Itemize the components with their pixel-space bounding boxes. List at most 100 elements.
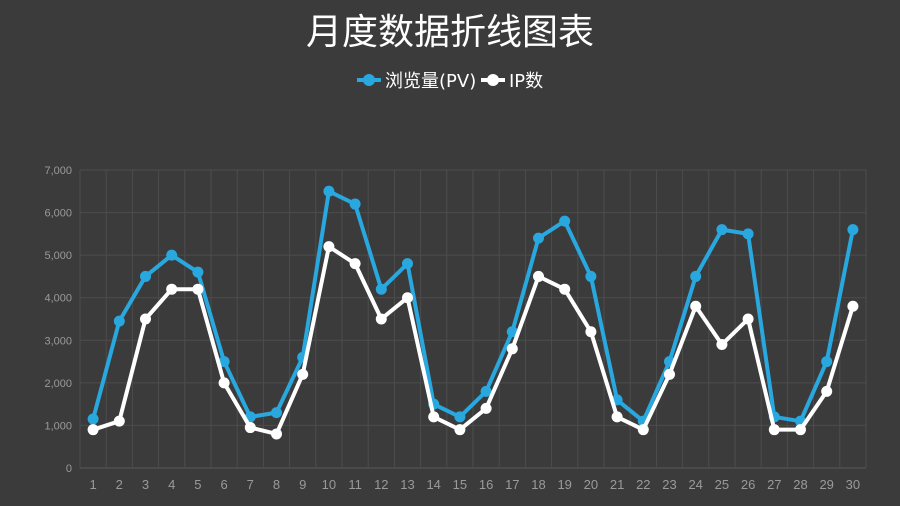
x-tick-label: 5 [194,477,201,492]
data-point[interactable] [821,385,833,397]
x-tick-label: 10 [322,477,336,492]
x-tick-label: 14 [426,477,440,492]
x-tick-label: 25 [715,477,729,492]
x-tick-label: 9 [299,477,306,492]
y-tick-label: 3,000 [44,335,72,347]
series-layer [87,185,859,440]
series-ip [87,241,859,440]
x-tick-label: 4 [168,477,175,492]
data-point[interactable] [454,424,466,436]
data-point[interactable] [847,224,859,236]
data-point[interactable] [349,198,361,210]
data-point[interactable] [637,424,649,436]
data-point[interactable] [166,249,178,261]
data-point[interactable] [271,407,282,419]
x-tick-label: 23 [662,477,676,492]
data-point[interactable] [768,424,780,436]
x-tick-label: 22 [636,477,650,492]
data-point[interactable] [690,300,702,312]
data-point[interactable] [87,424,99,436]
x-tick-label: 29 [819,477,833,492]
data-point[interactable] [87,413,99,425]
data-point[interactable] [559,215,571,227]
data-point[interactable] [664,368,675,380]
data-point[interactable] [480,402,492,414]
data-point[interactable] [271,428,282,440]
legend-marker-icon [363,74,375,86]
data-point[interactable] [454,411,466,423]
x-tick-label: 8 [273,477,280,492]
data-point[interactable] [690,270,702,282]
data-point[interactable] [402,258,413,270]
x-tick-label: 3 [142,477,149,492]
x-tick-label: 11 [348,477,362,492]
data-point[interactable] [140,313,151,325]
data-point[interactable] [244,422,256,434]
data-point[interactable] [611,411,623,423]
data-point[interactable] [375,283,387,295]
data-point[interactable] [375,313,387,325]
y-tick-label: 6,000 [44,208,72,220]
data-point[interactable] [585,326,597,338]
data-point[interactable] [533,270,544,282]
data-point[interactable] [585,270,597,282]
data-point[interactable] [113,415,125,427]
legend-marker-icon [487,74,499,86]
data-point[interactable] [821,356,833,368]
data-point[interactable] [166,283,178,295]
x-tick-label: 28 [793,477,807,492]
data-point[interactable] [506,343,518,355]
data-point[interactable] [140,270,151,282]
data-point[interactable] [349,258,361,270]
x-tick-label: 19 [557,477,571,492]
x-tick-label: 24 [688,477,702,492]
data-point[interactable] [402,292,413,304]
data-point[interactable] [847,300,859,312]
data-point[interactable] [742,228,754,240]
x-tick-label: 30 [846,477,860,492]
y-tick-label: 0 [66,463,72,475]
x-tick-label: 6 [220,477,227,492]
data-point[interactable] [742,313,754,325]
series-pv [87,185,859,427]
x-tick-label: 27 [767,477,781,492]
x-tick-label: 18 [531,477,545,492]
data-point[interactable] [716,224,728,236]
data-point[interactable] [192,266,204,278]
x-tick-label: 1 [89,477,96,492]
data-point[interactable] [218,377,230,389]
data-point[interactable] [795,424,806,436]
x-tick-label: 17 [505,477,519,492]
x-tick-label: 26 [741,477,755,492]
x-tick-label: 15 [453,477,467,492]
data-point[interactable] [480,385,492,397]
data-point[interactable] [113,315,125,327]
series-line [92,244,855,436]
data-point[interactable] [428,411,440,423]
x-tick-label: 20 [584,477,598,492]
data-point[interactable] [323,241,335,253]
y-tick-label: 7,000 [44,165,72,177]
legend-item-pv[interactable]: 浏览量(PV) [357,71,476,92]
data-point[interactable] [716,339,728,351]
data-point[interactable] [506,326,518,338]
x-tick-label: 16 [479,477,493,492]
legend-label: 浏览量(PV) [385,71,476,92]
y-tick-label: 4,000 [44,293,72,305]
data-point[interactable] [533,232,544,244]
data-point[interactable] [192,283,204,295]
data-point[interactable] [323,185,335,197]
chart-title: 月度数据折线图表 [306,12,594,53]
x-tick-label: 21 [610,477,624,492]
data-point[interactable] [218,356,230,368]
y-tick-label: 5,000 [44,250,72,262]
legend-item-ip[interactable]: IP数 [481,71,543,92]
data-point[interactable] [297,368,309,380]
legend: 浏览量(PV) IP数 [357,71,543,92]
x-tick-label: 12 [374,477,388,492]
data-point[interactable] [559,283,571,295]
x-axis-ticks: 1 2 3 4 5 6 7 8 9 10 11 12 13 14 15 16 17 18 19 20 21 22 23 24 2… [89,477,860,492]
legend-label: IP数 [509,71,543,92]
